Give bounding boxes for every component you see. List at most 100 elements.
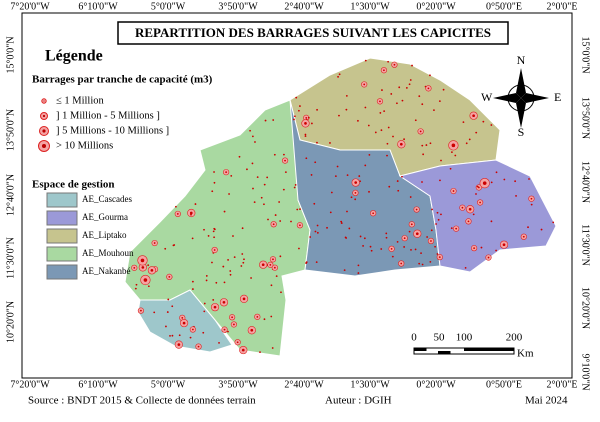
dam — [310, 174, 313, 176]
dam — [429, 74, 431, 77]
dam — [252, 187, 254, 190]
coord-right: 13°50'0"N — [580, 97, 591, 139]
scale-label: 50 — [434, 332, 446, 344]
dam — [241, 227, 244, 230]
dam — [241, 253, 244, 255]
dam — [181, 316, 184, 319]
dam — [364, 106, 367, 109]
legend-zone-title: Espace de gestion — [32, 179, 115, 191]
coord-top: 0°20'0"W — [416, 1, 456, 12]
dam — [250, 277, 252, 279]
dam — [348, 227, 351, 230]
dam — [403, 237, 406, 240]
dam — [264, 119, 267, 122]
dam — [227, 259, 229, 261]
dam — [359, 235, 362, 238]
dam — [400, 262, 403, 265]
dam — [473, 247, 476, 250]
dam — [454, 154, 457, 157]
region-gourma — [398, 159, 557, 273]
dam — [344, 236, 347, 239]
zone-label: AE_Nakanbé — [82, 266, 130, 276]
coord-right: 9°10'0"N — [580, 353, 591, 390]
dam — [490, 220, 493, 223]
dam — [462, 121, 465, 124]
coord-left: 15°0'0"N — [5, 36, 16, 73]
dam — [390, 93, 393, 95]
dam — [362, 245, 364, 247]
dam — [167, 298, 170, 301]
coord-right: 11°30'0"N — [580, 224, 591, 266]
dam — [414, 119, 417, 122]
dam — [213, 236, 216, 239]
dam — [189, 211, 193, 215]
dam — [272, 223, 275, 226]
dam — [251, 135, 254, 138]
zone-label: AE_Liptako — [82, 230, 127, 240]
dam — [452, 190, 455, 192]
dam — [482, 181, 487, 185]
dam — [218, 341, 220, 344]
coordinates: 7°20'0"W 6°10'0"W 5°0'0"W 3°50'0"W 2°40'0"W 1… — [5, 1, 590, 390]
dam — [273, 153, 276, 156]
capacity-label: ≤ 1 Million — [56, 95, 105, 106]
coord-top: 3°50'0"W — [218, 1, 258, 12]
dam — [476, 185, 479, 188]
dam — [143, 278, 148, 282]
zone-swatch — [46, 210, 78, 226]
dam — [246, 168, 248, 171]
dam — [380, 129, 383, 132]
dam — [222, 265, 225, 268]
dam — [368, 153, 371, 156]
dam — [256, 315, 259, 318]
dam — [479, 201, 482, 204]
dam — [191, 328, 194, 331]
dam — [259, 351, 261, 353]
dam — [298, 109, 300, 112]
coord-bottom: 2°0'0"E — [547, 379, 578, 390]
dam — [164, 247, 167, 250]
dam — [388, 185, 391, 188]
dam — [440, 213, 442, 216]
dam — [304, 122, 307, 125]
dam — [242, 261, 245, 264]
dam — [282, 188, 285, 191]
dam — [223, 328, 226, 331]
dam — [147, 264, 150, 267]
dam — [527, 226, 529, 229]
capacity-label: ] 5 Millions - 10 Millions ] — [56, 125, 169, 136]
dam — [241, 348, 245, 352]
scale-label: 100 — [456, 332, 473, 344]
dam — [168, 276, 171, 278]
coord-bottom: 7°20'0"W — [10, 379, 50, 390]
dam — [222, 300, 226, 304]
dam — [386, 142, 389, 145]
dam — [390, 247, 393, 250]
dam — [304, 135, 307, 138]
dam — [467, 220, 470, 223]
dam — [254, 141, 256, 143]
dam — [283, 153, 285, 156]
compass: N S E W — [481, 53, 561, 139]
capacity-symbol-core — [42, 129, 46, 133]
dam — [385, 236, 388, 239]
dam — [256, 176, 259, 178]
dam — [177, 343, 181, 346]
dam — [267, 218, 269, 221]
scale-label: 0 — [411, 332, 417, 344]
dam — [438, 256, 441, 259]
coord-top: 0°50'0"E — [486, 1, 522, 12]
dam — [227, 330, 229, 333]
map-title: REPARTITION DES BARRAGES SUIVANT LES CAP… — [135, 25, 491, 40]
dam — [273, 266, 276, 269]
dam — [398, 86, 401, 89]
dam — [420, 252, 422, 255]
dam — [350, 196, 353, 199]
dam — [391, 255, 394, 258]
dam — [409, 79, 412, 81]
compass-w: W — [481, 90, 493, 104]
dam — [357, 264, 360, 267]
dam — [451, 143, 456, 148]
dam — [153, 311, 156, 314]
